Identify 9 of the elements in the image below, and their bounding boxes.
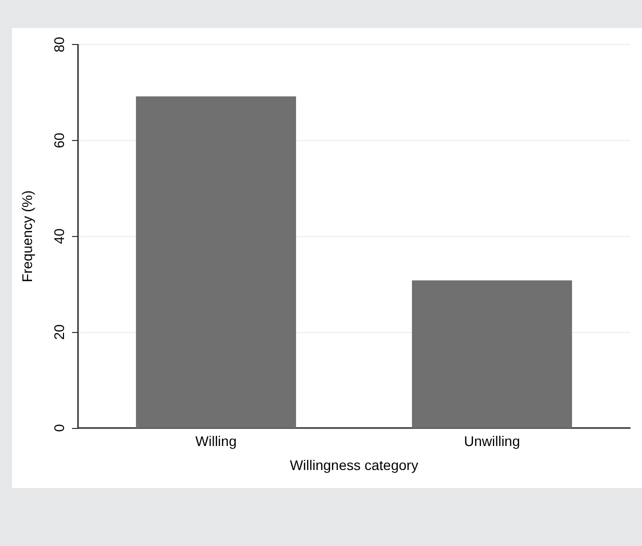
x-axis-title: Willingness category [290,457,418,473]
y-tick-label: 60 [51,132,67,148]
x-tick-label: Willing [195,433,237,449]
y-tick-label: 40 [51,228,67,244]
y-tick-label: 0 [51,424,67,432]
x-tick-label: Unwilling [464,433,520,449]
y-tick-label: 80 [51,36,67,52]
y-axis-title: Frequency (%) [19,190,35,282]
y-tick-label: 20 [51,324,67,340]
